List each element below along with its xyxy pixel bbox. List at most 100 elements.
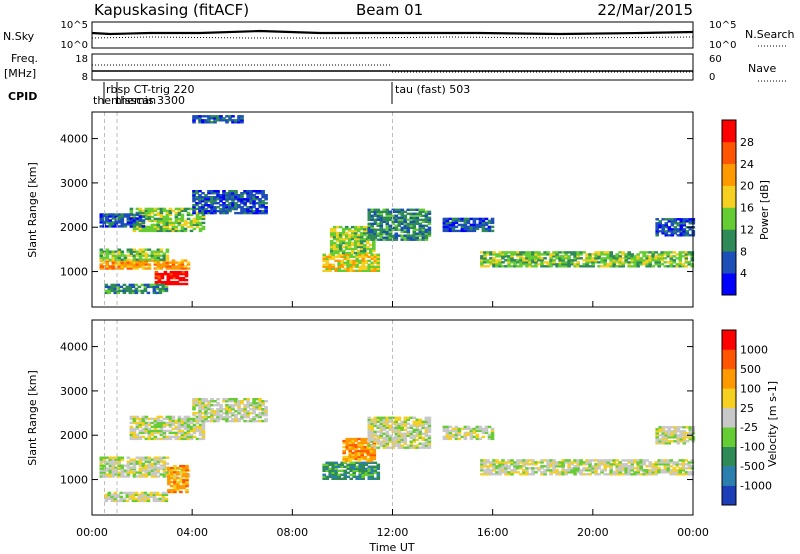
heatmap-cell <box>546 467 550 470</box>
heatmap-cell <box>621 261 625 264</box>
heatmap-cell <box>406 426 411 429</box>
heatmap-cell <box>358 461 362 464</box>
heatmap-cell <box>111 221 116 224</box>
heatmap-cell <box>510 461 514 464</box>
heatmap-cell <box>141 435 146 439</box>
heatmap-cell <box>243 211 247 215</box>
heatmap-cell <box>406 222 411 225</box>
heatmap-cell <box>667 426 672 429</box>
heatmap-cell <box>240 196 244 199</box>
heatmap-cell <box>369 459 374 463</box>
heatmap-cell <box>258 408 262 411</box>
heatmap-cell <box>672 251 677 254</box>
heatmap-cell <box>198 207 202 211</box>
heatmap-cell <box>343 473 347 476</box>
heatmap-cell <box>105 456 110 459</box>
heatmap-cell <box>170 490 174 494</box>
heatmap-cell <box>636 461 640 464</box>
heatmap-cell <box>642 471 646 474</box>
heatmap-cell <box>363 227 367 231</box>
heatmap-cell <box>198 437 203 441</box>
heatmap-cell <box>475 227 480 231</box>
heatmap-cell <box>642 261 646 264</box>
heatmap-cell <box>603 465 607 468</box>
heatmap-cell <box>478 437 483 441</box>
heatmap-cell <box>358 265 362 268</box>
heatmap-cell <box>487 225 492 229</box>
heatmap-cell <box>207 190 211 193</box>
heatmap-cell <box>373 416 378 419</box>
x-tick-label: 04:00 <box>176 526 208 539</box>
heatmap-cell <box>243 207 247 211</box>
heatmap-cell <box>167 488 171 492</box>
heatmap-cell <box>480 255 484 258</box>
heatmap-cell <box>213 209 217 213</box>
heatmap-cell <box>573 265 577 268</box>
heatmap-cell <box>168 227 173 231</box>
heatmap-cell <box>185 466 189 470</box>
heatmap-cell <box>114 466 119 469</box>
heatmap-cell <box>379 226 384 229</box>
heatmap-cell <box>222 190 226 193</box>
heatmap-cell <box>150 215 155 219</box>
heatmap-cell <box>660 469 664 472</box>
heatmap-cell <box>161 289 166 293</box>
heatmap-cell <box>606 263 610 266</box>
heatmap-cell <box>576 467 580 470</box>
heatmap-cell <box>609 261 613 264</box>
heatmap-cell <box>168 429 173 433</box>
heatmap-cell <box>159 207 164 211</box>
heatmap-cell <box>162 207 167 211</box>
heatmap-cell <box>597 465 601 468</box>
heatmap-cell <box>361 255 365 258</box>
heatmap-cell <box>403 216 408 219</box>
heatmap-cell <box>481 225 486 229</box>
heatmap-cell <box>472 431 477 435</box>
heatmap-cell <box>403 418 408 421</box>
heatmap-cell <box>337 463 341 466</box>
heatmap-cell <box>457 219 462 223</box>
heatmap-cell <box>460 217 465 221</box>
heatmap-cell <box>204 198 208 201</box>
heatmap-cell <box>180 229 185 233</box>
heatmap-cell <box>222 117 226 120</box>
heatmap-cell <box>394 418 399 421</box>
heatmap-cell <box>192 423 197 427</box>
heatmap-cell <box>138 464 143 467</box>
heatmap-cell <box>186 417 191 421</box>
heatmap-cell <box>537 257 541 260</box>
heatmap-cell <box>207 200 211 203</box>
heatmap-cell <box>195 117 199 120</box>
heatmap-cell <box>134 283 139 287</box>
heatmap-cell <box>672 473 677 476</box>
heatmap-cell <box>156 475 161 478</box>
heatmap-cell <box>162 417 167 421</box>
heatmap-cell <box>597 461 601 464</box>
heatmap-cell <box>424 434 429 437</box>
heatmap-cell <box>210 419 214 423</box>
heatmap-cell <box>385 440 390 443</box>
heatmap-cell <box>135 427 140 431</box>
heatmap-cell <box>141 254 146 257</box>
heatmap-cell <box>501 251 505 254</box>
heatmap-cell <box>258 400 262 403</box>
heatmap-cell <box>348 457 352 461</box>
heatmap-cell <box>376 467 381 470</box>
heatmap-cell <box>484 427 489 431</box>
heatmap-cell <box>347 251 352 255</box>
heatmap-cell <box>135 415 140 419</box>
heatmap-cell <box>480 467 484 470</box>
heatmap-cell <box>207 211 211 215</box>
heatmap-cell <box>156 458 161 461</box>
heatmap-cell <box>346 259 350 262</box>
heatmap-cell <box>252 400 256 403</box>
heatmap-cell <box>669 471 674 474</box>
heatmap-cell <box>655 428 659 431</box>
heatmap-cell <box>651 463 655 466</box>
heatmap-cell <box>216 414 220 417</box>
heatmap-cell <box>409 224 414 227</box>
heatmap-cell <box>495 465 499 468</box>
heatmap-cell <box>359 247 364 251</box>
heatmap-cell <box>338 233 343 237</box>
heatmap-cell <box>690 465 695 468</box>
